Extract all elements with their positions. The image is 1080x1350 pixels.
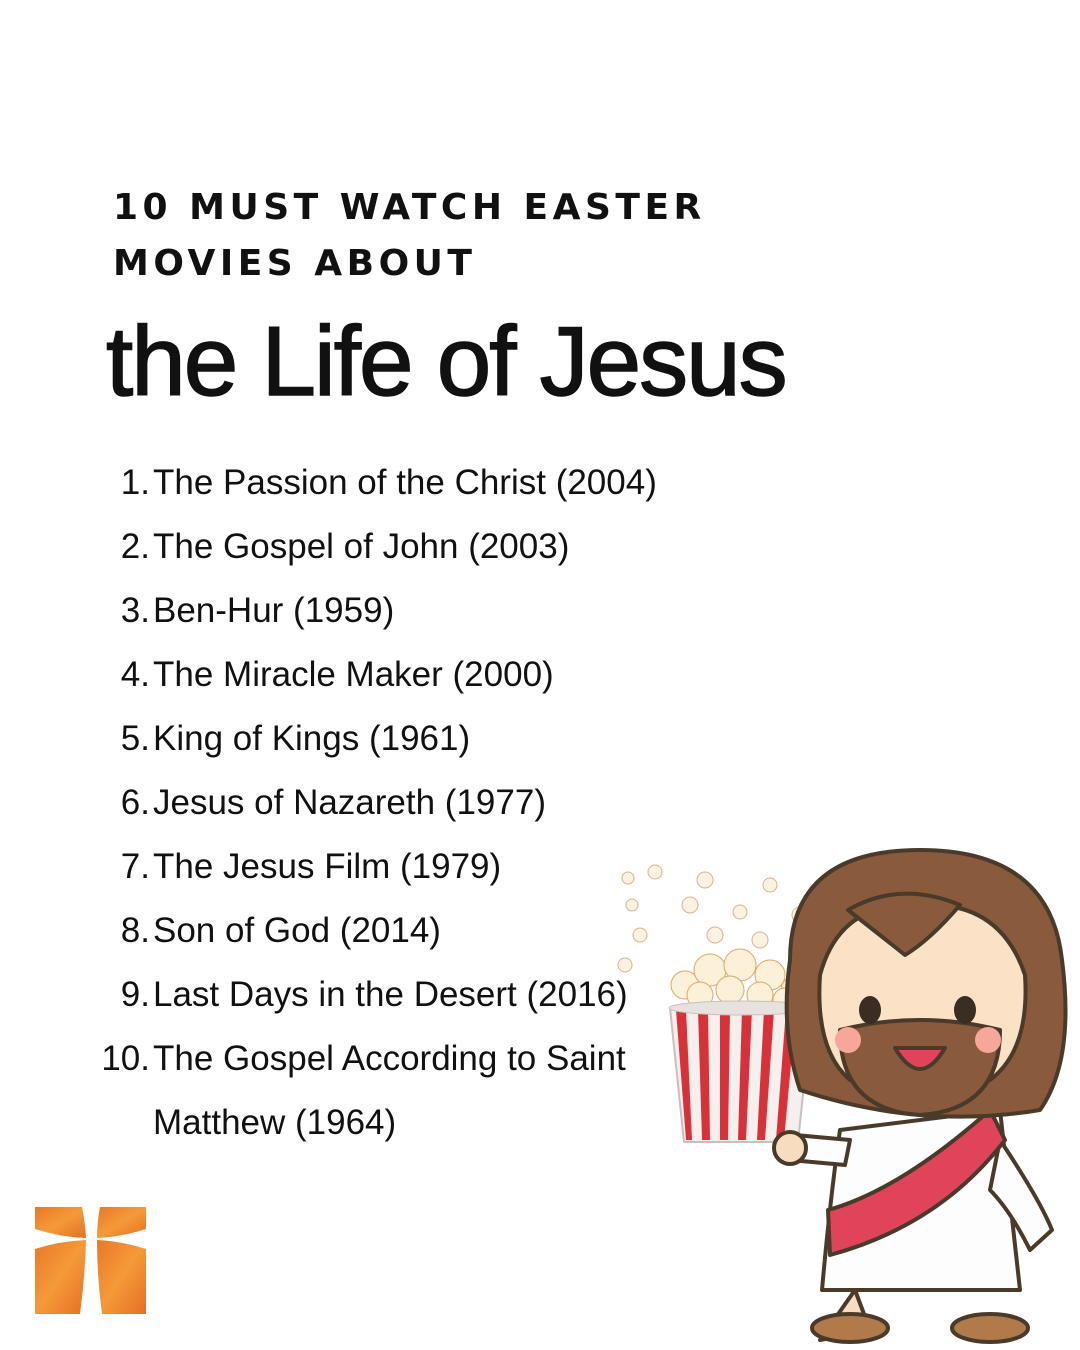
- jesus-figure: [772, 848, 1068, 1344]
- kicker-heading: 10 MUST WATCH EASTER MOVIES ABOUT: [113, 180, 706, 292]
- kicker-line-1: 10 MUST WATCH EASTER: [113, 187, 706, 228]
- movie-number: 9.: [120, 975, 150, 1014]
- movie-number: 3.: [120, 591, 150, 630]
- kicker-line-2: MOVIES ABOUT: [113, 243, 477, 284]
- page-title: the Life of Jesus: [105, 305, 788, 417]
- movie-number: 8.: [120, 911, 150, 950]
- movie-title: Ben-Hur (1959): [153, 591, 395, 630]
- movie-title: Son of God (2014): [153, 911, 441, 950]
- movie-title: King of Kings (1961): [153, 719, 471, 758]
- jesus-popcorn-illustration: [617, 848, 1068, 1344]
- movie-number: 6.: [120, 783, 150, 822]
- movie-title: Last Days in the Desert (2016): [153, 975, 628, 1014]
- movie-number: 7.: [120, 847, 150, 886]
- movie-number: 1.: [120, 463, 150, 502]
- movie-title: Jesus of Nazareth (1977): [153, 783, 546, 822]
- movie-number: 5.: [120, 719, 150, 758]
- movie-title: The Gospel According to Saint Matthew (1…: [153, 1039, 626, 1142]
- movie-number: 4.: [120, 655, 150, 694]
- movie-title: The Miracle Maker (2000): [153, 655, 554, 694]
- movie-title: The Passion of the Christ (2004): [153, 463, 657, 502]
- movie-title: The Jesus Film (1979): [153, 847, 502, 886]
- movie-number: 2.: [120, 527, 150, 566]
- popcorn-bucket: [668, 948, 814, 1143]
- movie-title: The Gospel of John (2003): [153, 527, 570, 566]
- orange-cross-logo-icon: [35, 1207, 146, 1314]
- movie-number: 10.: [101, 1039, 150, 1078]
